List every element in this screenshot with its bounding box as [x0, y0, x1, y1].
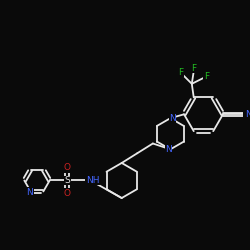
Text: N: N [26, 188, 33, 197]
Text: N: N [165, 145, 172, 154]
Text: NH: NH [86, 176, 99, 185]
Text: S: S [64, 176, 70, 185]
Text: O: O [64, 189, 71, 198]
Text: N: N [169, 114, 176, 123]
Text: O: O [64, 163, 71, 172]
Text: N: N [245, 110, 250, 119]
Text: F: F [178, 68, 184, 76]
Text: F: F [204, 72, 209, 82]
Text: F: F [191, 64, 196, 73]
